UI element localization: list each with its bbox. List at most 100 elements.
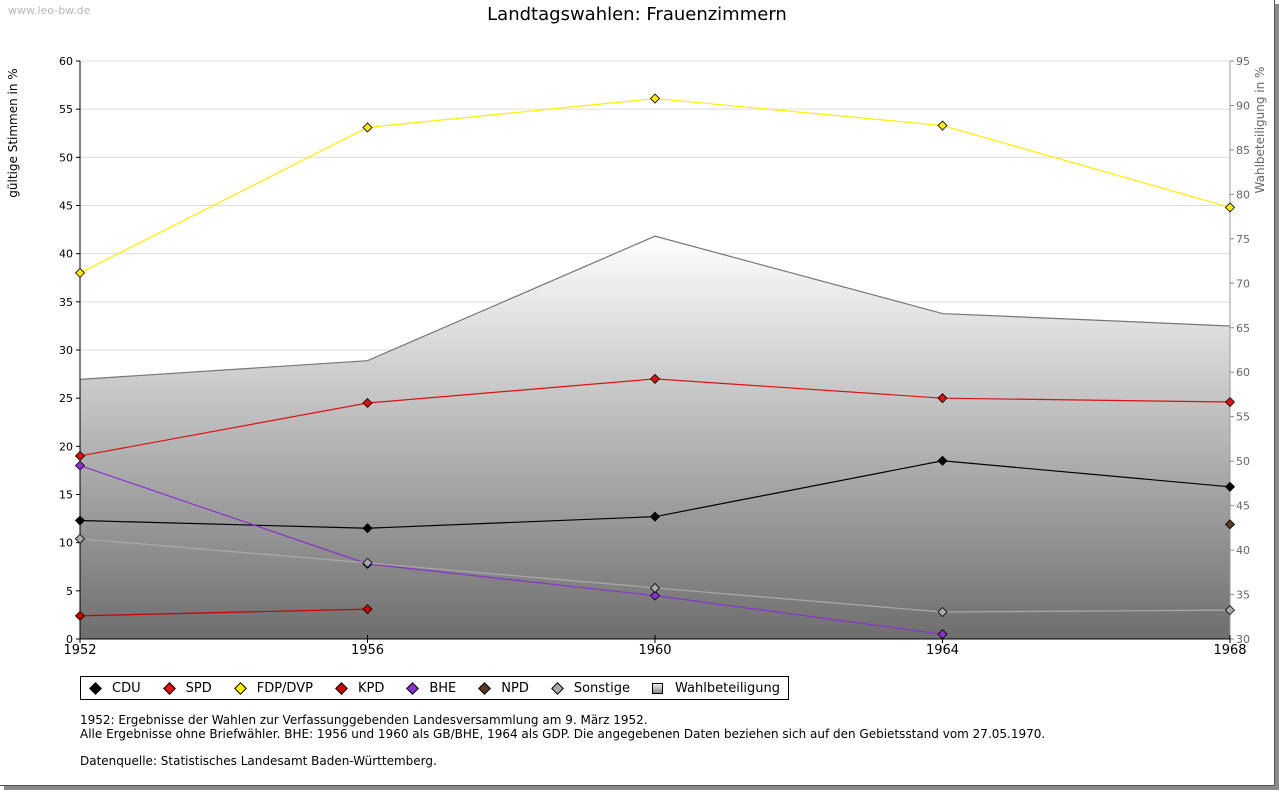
- series-kpd: [74, 604, 373, 621]
- turnout-area-line: [79, 235, 1231, 380]
- x-tick-label: 1964: [926, 643, 959, 658]
- legend-item-fdp-dvp: FDP/DVP: [233, 680, 313, 696]
- y-tick-label: 15: [59, 489, 73, 502]
- y-tick-label: 25: [59, 392, 73, 405]
- y-right-tick-label: 45: [1236, 500, 1250, 513]
- x-tick-label: 1960: [638, 643, 671, 658]
- bhe-point: [937, 629, 948, 640]
- legend-item-kpd: KPD: [335, 681, 384, 696]
- spd-point: [937, 393, 948, 404]
- y-right-tick-label: 60: [1236, 366, 1250, 379]
- y-right-tick-label: 35: [1236, 589, 1250, 602]
- legend-label: Wahlbeteiligung: [675, 680, 781, 696]
- legend-label: NPD: [501, 680, 529, 696]
- note-briefwaehler: Alle Ergebnisse ohne Briefwähler. BHE: 1…: [80, 727, 1046, 741]
- y-tick-label: 5: [66, 585, 73, 598]
- chart-title: Landtagswahlen: Frauenzimmern: [487, 4, 787, 25]
- turnout-area: [79, 235, 1231, 639]
- watermark: www.leo-bw.de: [8, 4, 91, 17]
- sonstige-point: [649, 582, 661, 594]
- legend: CDU SPD FDP/DVP KPD BHE NPD Sonstige Wahlbeteil…: [80, 676, 790, 700]
- y-right-tick-label: 85: [1236, 144, 1250, 157]
- legend-item-wahlbeteiligung: Wahlbeteiligung: [652, 681, 780, 696]
- legend-item-sonstige: Sonstige: [550, 680, 631, 696]
- sonstige-point: [937, 606, 948, 618]
- cdu-point: [649, 511, 661, 522]
- y-tick-label: 35: [59, 296, 73, 309]
- legend-marker: [478, 681, 492, 695]
- bhe-line: [79, 465, 943, 635]
- sonstige-point: [362, 557, 373, 568]
- npd-point: [1224, 519, 1236, 530]
- chart-notes: 1952: Ergebnisse der Wahlen zur Verfassu…: [80, 713, 1045, 768]
- y-right-tick-label: 80: [1236, 188, 1250, 201]
- legend-label: FDP/DVP: [256, 680, 313, 696]
- kpd-point: [74, 610, 86, 621]
- y-tick-label: 0: [66, 633, 73, 646]
- x-tick-label: 1952: [63, 643, 96, 658]
- legend-marker: [233, 681, 247, 695]
- y-tick-label: 40: [59, 248, 73, 261]
- spd-point: [362, 397, 373, 409]
- legend-marker: [652, 682, 664, 694]
- legend-item-cdu: CDU: [89, 681, 141, 696]
- series-spd: [74, 373, 1236, 462]
- y-right-tick-label: 30: [1236, 633, 1250, 646]
- legend-label: BHE: [429, 680, 457, 696]
- legend-item-bhe: BHE: [406, 681, 456, 696]
- series-cdu: [74, 455, 1236, 534]
- spd-point: [74, 450, 86, 462]
- x-tick-label: 1968: [1213, 643, 1246, 658]
- spd-point: [1224, 396, 1236, 408]
- y-right-tick-label: 95: [1236, 55, 1250, 68]
- y-tick-label: 50: [59, 151, 73, 164]
- y-right-tick-label: 90: [1236, 99, 1250, 112]
- legend-marker: [162, 681, 176, 695]
- y-tick-label: 10: [59, 537, 73, 550]
- legend-item-spd: SPD: [162, 680, 212, 696]
- kpd-point: [362, 604, 373, 615]
- series-npd: [1224, 519, 1236, 530]
- y-right-tick-label: 65: [1236, 322, 1250, 335]
- series: [74, 93, 1236, 640]
- cdu-point: [937, 455, 948, 466]
- y-tick-label: 55: [59, 103, 73, 116]
- cdu-point: [74, 515, 86, 526]
- y-tick-label: 45: [59, 200, 73, 213]
- y-axis-label-right: Wahlbeteiligung in %: [1253, 67, 1267, 194]
- y-tick-label: 30: [59, 344, 73, 357]
- data-source: Datenquelle: Statistisches Landesamt Bad…: [80, 754, 437, 768]
- x-tick-label: 1956: [351, 643, 384, 658]
- fdp-dvp-point: [649, 93, 661, 104]
- y-right-tick-label: 40: [1236, 544, 1250, 557]
- y-tick-label: 20: [59, 440, 73, 453]
- turnout-area-fill: [80, 236, 1230, 639]
- y-right-tick-label: 55: [1236, 411, 1250, 424]
- fdp-dvp-point: [362, 122, 373, 133]
- spd-point: [649, 373, 661, 384]
- y-right-tick-label: 75: [1236, 233, 1250, 246]
- legend-label: CDU: [112, 680, 141, 696]
- cdu-point: [362, 523, 373, 534]
- legend-label: SPD: [185, 680, 212, 696]
- legend-item-npd: NPD: [478, 681, 529, 696]
- y-right-tick-label: 70: [1236, 277, 1250, 290]
- fdp-dvp-point: [937, 120, 948, 131]
- series-sonstige: [74, 533, 1236, 618]
- fdp-dvp-point: [1224, 202, 1236, 213]
- legend-marker: [406, 681, 420, 695]
- sonstige-point: [74, 533, 86, 544]
- legend-marker: [335, 681, 348, 695]
- y-tick-label: 60: [59, 55, 73, 68]
- line-chart: 0 5 10 15 20 25 30 35 40 45 50 55 60 30 35 40 45 50 55 60 65…: [6, 55, 1267, 658]
- axes: 0 5 10 15 20 25 30 35 40 45 50 55 60 30 35 40 45 50 55 60 65…: [59, 55, 1250, 658]
- note-1952: 1952: Ergebnisse der Wahlen zur Verfassu…: [80, 713, 648, 727]
- fdp-dvp-point: [74, 267, 86, 278]
- legend-label: Sonstige: [573, 680, 631, 696]
- bhe-point: [74, 460, 86, 471]
- cdu-point: [1224, 481, 1236, 492]
- y-right-tick-label: 50: [1236, 455, 1250, 468]
- bhe-point: [649, 590, 661, 601]
- series-fdp-dvp: [74, 93, 1236, 278]
